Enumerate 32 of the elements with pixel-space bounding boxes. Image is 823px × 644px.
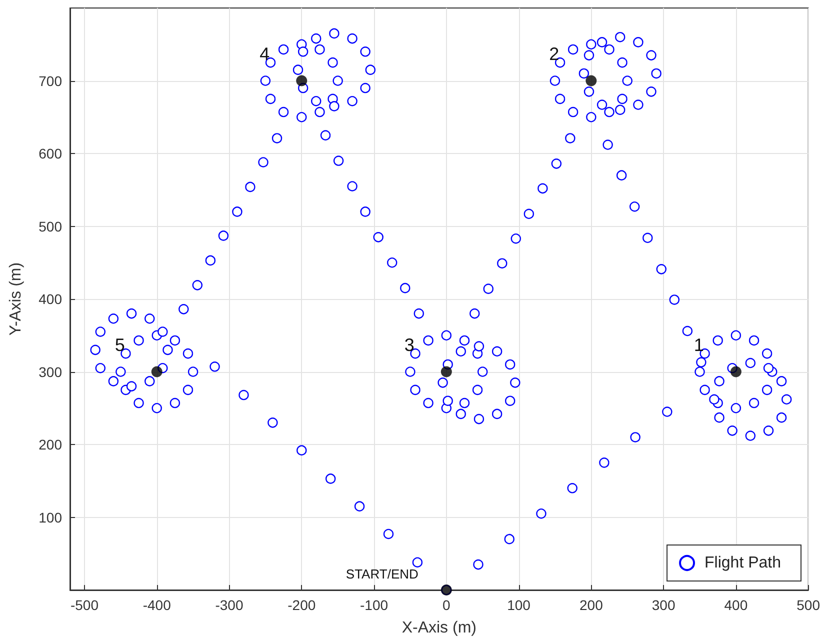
y-tick-label: 400 (38, 291, 62, 307)
y-tick-label: 300 (38, 364, 62, 380)
point (151, 366, 162, 378)
annotation: START/END (346, 566, 418, 582)
annotation: 2 (549, 44, 560, 64)
x-tick-label: -200 (288, 597, 316, 613)
y-tick-label: 200 (38, 436, 62, 452)
y-tick-label: 600 (38, 146, 62, 162)
annotation: 1 (694, 334, 704, 355)
x-tick-label: -500 (70, 597, 99, 613)
point (296, 75, 308, 86)
x-axis-title: X-Axis (m) (402, 620, 476, 636)
x-tick-label: -400 (142, 597, 172, 613)
x-tick-label: 0 (442, 597, 450, 613)
y-tick-label: 500 (38, 218, 62, 234)
x-tick-label: 300 (652, 597, 676, 613)
y-tick-label: 100 (38, 509, 62, 526)
annotation: 3 (404, 334, 414, 355)
x-tick-label: -300 (215, 597, 244, 613)
x-tick-label: -100 (360, 597, 388, 613)
point (440, 366, 452, 378)
x-tick-label: 500 (796, 597, 820, 613)
x-tick-label: 200 (579, 597, 604, 613)
y-axis-title: Y-Axis (m) (8, 262, 24, 336)
legend-label: Flight Path (704, 554, 781, 572)
x-tick-label: 100 (507, 597, 531, 613)
x-tick-label: 400 (724, 597, 748, 613)
point (586, 75, 597, 86)
annotation: 5 (114, 334, 125, 355)
point (730, 366, 742, 378)
annotation: 4 (260, 44, 270, 64)
y-tick-label: 700 (38, 72, 62, 89)
